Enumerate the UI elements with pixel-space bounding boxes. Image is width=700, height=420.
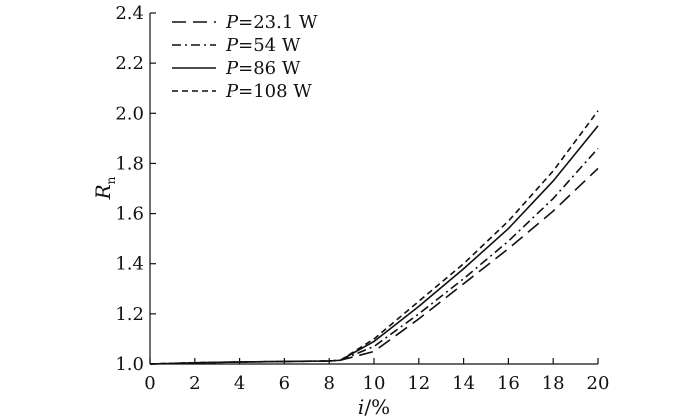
svg-text:Rn: Rn bbox=[91, 176, 118, 200]
x-axis-title-var: i bbox=[358, 395, 364, 419]
legend: P=23.1 WP=54 WP=86 WP=108 W bbox=[172, 12, 318, 102]
series-line-2 bbox=[149, 147, 599, 365]
y-tick-label: 2.2 bbox=[115, 53, 144, 74]
y-tick-label: 1.0 bbox=[115, 354, 144, 375]
plot-area bbox=[149, 13, 598, 365]
y-tick-label: 1.8 bbox=[115, 153, 144, 174]
y-tick-label: 2.4 bbox=[115, 3, 144, 24]
legend-label: P=108 W bbox=[225, 81, 312, 102]
x-tick-label: 14 bbox=[452, 373, 475, 394]
series-line-4 bbox=[149, 110, 599, 365]
x-tick-label: 2 bbox=[189, 373, 200, 394]
legend-item-2: P=54 W bbox=[172, 35, 301, 56]
x-tick-label: 10 bbox=[363, 373, 386, 394]
legend-item-3: P=86 W bbox=[172, 58, 301, 79]
x-tick-label: 4 bbox=[234, 373, 245, 394]
x-tick-label: 18 bbox=[542, 373, 565, 394]
y-tick-label: 1.6 bbox=[115, 204, 144, 225]
series-line-1 bbox=[149, 167, 599, 365]
x-axis: 0 2 4 6 8 10 12 14 16 18 20 bbox=[144, 358, 609, 394]
y-tick-label: 1.4 bbox=[115, 254, 144, 275]
legend-label: P=54 W bbox=[225, 35, 301, 56]
y-tick-label: 2.0 bbox=[115, 103, 144, 124]
x-tick-label: 12 bbox=[407, 373, 430, 394]
x-axis-title: i/% bbox=[358, 395, 390, 419]
legend-item-1: P=23.1 W bbox=[172, 12, 318, 33]
y-axis-title: Rn bbox=[91, 176, 118, 200]
x-tick-label: 20 bbox=[587, 373, 610, 394]
x-axis-title-unit: /% bbox=[364, 395, 390, 419]
y-tick-label: 1.2 bbox=[115, 304, 144, 325]
x-tick-label: 0 bbox=[144, 373, 155, 394]
series-lines bbox=[149, 110, 599, 365]
y-axis-title-sub: n bbox=[104, 176, 118, 184]
y-axis: 1.0 1.2 1.4 1.6 1.8 2.0 2.2 2.4 bbox=[115, 3, 156, 375]
legend-label: P=86 W bbox=[225, 58, 301, 79]
legend-item-4: P=108 W bbox=[172, 81, 312, 102]
x-tick-label: 16 bbox=[497, 373, 520, 394]
legend-label: P=23.1 W bbox=[225, 12, 318, 33]
x-tick-label: 8 bbox=[323, 373, 334, 394]
y-axis-title-main: R bbox=[91, 184, 115, 200]
x-tick-label: 6 bbox=[279, 373, 290, 394]
series-line-3 bbox=[149, 125, 599, 365]
